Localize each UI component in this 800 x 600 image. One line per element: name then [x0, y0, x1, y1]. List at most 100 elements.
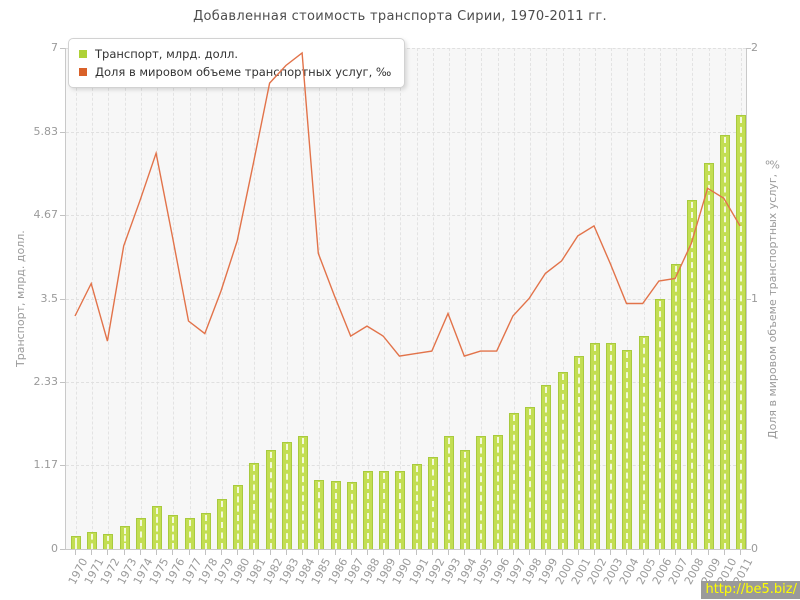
- right-axis-tickmark: [746, 298, 751, 300]
- x-axis-tickmark-1980: [237, 550, 239, 555]
- x-axis-tickmark-1981: [253, 550, 255, 555]
- bar-1977: [184, 518, 195, 549]
- right-axis-tick-label-0: 0: [751, 542, 758, 555]
- horizontal-gridline-5.83: [66, 131, 746, 133]
- left-axis-tick-label-3.5: 3.5: [40, 291, 59, 305]
- x-axis-tickmark-1972: [107, 550, 109, 555]
- bar-1987: [346, 482, 357, 549]
- bar-2003: [606, 342, 617, 550]
- bar-1999: [541, 385, 552, 549]
- horizontal-gridline-7: [66, 48, 746, 49]
- legend-label-bars: Транспорт, млрд. долл.: [95, 47, 239, 61]
- x-axis-tickmark-2009: [707, 550, 709, 555]
- x-axis-tickmark-1979: [220, 550, 222, 555]
- left-axis-tickmark: [60, 298, 65, 300]
- bar-1980: [233, 484, 244, 550]
- bar-series-swatch-icon: [79, 50, 87, 58]
- x-axis-tickmark-1976: [172, 550, 174, 555]
- x-axis-tickmark-2001: [577, 550, 579, 555]
- x-axis-tickmark-1974: [139, 550, 141, 555]
- bar-1972: [103, 533, 114, 550]
- line-series-swatch-icon: [79, 68, 87, 76]
- left-axis-tick-label-4.67: 4.67: [33, 207, 59, 221]
- x-axis-tickmark-1994: [464, 550, 466, 555]
- bar-1985: [314, 479, 325, 550]
- bar-1992: [427, 456, 438, 550]
- x-axis-tickmark-2005: [642, 550, 644, 555]
- bar-1996: [492, 435, 503, 549]
- bar-1995: [476, 435, 487, 550]
- bar-2008: [687, 199, 698, 550]
- left-axis-tickmark: [60, 214, 65, 216]
- x-axis-tickmark-2010: [723, 550, 725, 555]
- legend: Транспорт, млрд. долл. Доля в мировом об…: [68, 38, 406, 88]
- x-axis-tickmark-1982: [269, 550, 271, 555]
- bar-1971: [87, 531, 98, 550]
- x-axis-tickmark-1995: [480, 550, 482, 555]
- bar-1988: [362, 471, 373, 549]
- x-axis-tickmark-2006: [658, 550, 660, 555]
- bar-1984: [298, 435, 309, 550]
- right-axis-tick-label-2: 2: [751, 41, 758, 54]
- bar-1978: [200, 513, 211, 549]
- chart-title: Добавленная стоимость транспорта Сирии, …: [193, 9, 607, 24]
- bar-2006: [654, 299, 665, 549]
- x-axis-tickmark-2007: [675, 550, 677, 555]
- x-axis-tickmark-1984: [302, 550, 304, 555]
- bar-1974: [135, 518, 146, 549]
- bar-1993: [444, 435, 455, 550]
- left-axis-tickmark: [60, 465, 65, 467]
- bar-2009: [703, 163, 714, 549]
- x-axis-tickmark-1973: [123, 550, 125, 555]
- x-axis-tickmark-1988: [366, 550, 368, 555]
- bar-1976: [168, 514, 179, 550]
- left-axis-tickmark: [60, 382, 65, 384]
- left-axis-tick-label-0: 0: [51, 542, 58, 555]
- x-axis-tickmark-1983: [285, 550, 287, 555]
- bar-2004: [622, 350, 633, 549]
- left-axis-tickmark: [60, 48, 65, 49]
- x-axis-tickmark-1978: [204, 550, 206, 555]
- x-axis-tickmark-1985: [318, 550, 320, 555]
- bar-1973: [119, 526, 130, 549]
- right-axis-tickmark: [746, 549, 751, 550]
- bar-1989: [379, 471, 390, 549]
- bar-1982: [265, 450, 276, 549]
- bar-2005: [638, 335, 649, 550]
- bar-1997: [508, 413, 519, 549]
- x-axis-tickmark-1970: [75, 550, 76, 555]
- bar-2001: [573, 356, 584, 549]
- x-axis-tickmark-2002: [594, 550, 596, 555]
- x-axis-tickmark-2000: [561, 550, 563, 555]
- x-axis-tickmark-1993: [448, 550, 450, 555]
- legend-item-bars: Транспорт, млрд. долл.: [79, 45, 391, 63]
- x-axis-tickmark-2008: [691, 550, 693, 555]
- left-axis-tickmark: [60, 131, 65, 133]
- right-axis-tickmark: [746, 48, 751, 49]
- left-axis-tick-label-7: 7: [51, 41, 58, 54]
- x-axis-tickmark-1986: [334, 550, 336, 555]
- bar-2007: [671, 264, 682, 549]
- x-axis-tickmark-1991: [415, 550, 417, 555]
- bar-1979: [216, 498, 227, 550]
- x-axis-tickmark-1977: [188, 550, 190, 555]
- left-axis-tickmark: [60, 549, 65, 550]
- bar-1970: [71, 536, 81, 549]
- horizontal-gridline-1.17: [66, 465, 746, 467]
- x-axis-tickmark-1971: [91, 550, 93, 555]
- x-axis-tickmark-2004: [626, 550, 628, 555]
- x-axis-tickmark-1989: [383, 550, 385, 555]
- bar-1994: [460, 450, 471, 549]
- bar-1983: [281, 442, 292, 549]
- horizontal-gridline-3.5: [66, 298, 746, 300]
- x-axis-tickmark-1999: [545, 550, 547, 555]
- watermark-link[interactable]: http://be5.biz/: [701, 581, 800, 599]
- bar-1998: [525, 407, 536, 549]
- left-axis-title: Транспорт, млрд. долл.: [14, 230, 27, 367]
- horizontal-gridline-2.33: [66, 382, 746, 384]
- bar-2002: [590, 342, 601, 550]
- right-axis-tick-label-1: 1: [751, 291, 758, 305]
- x-axis-tickmark-2011: [740, 550, 741, 555]
- legend-label-line: Доля в мировом объеме транспортных услуг…: [95, 65, 392, 79]
- x-axis-tickmark-1990: [399, 550, 401, 555]
